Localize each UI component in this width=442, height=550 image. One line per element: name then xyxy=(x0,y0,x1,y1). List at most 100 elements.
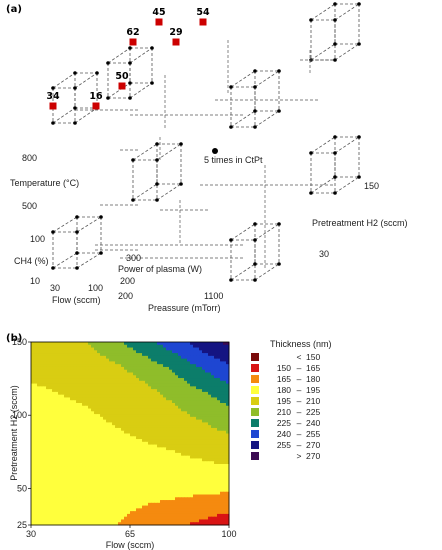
contour-cell xyxy=(46,519,50,523)
contour-cell xyxy=(106,358,110,362)
contour-cell xyxy=(136,477,140,482)
contour-cell xyxy=(31,464,35,468)
contour-cell xyxy=(106,522,110,526)
contour-cell xyxy=(196,394,200,398)
contour-cell xyxy=(52,355,56,360)
contour-cell xyxy=(139,369,143,373)
contour-cell xyxy=(205,466,209,471)
contour-cell xyxy=(190,441,194,446)
contour-cell xyxy=(58,441,62,446)
contour-cell xyxy=(205,447,209,451)
contour-cell xyxy=(199,427,203,432)
contour-cell xyxy=(31,403,35,407)
contour-cell xyxy=(226,425,230,429)
contour-cell xyxy=(133,461,137,465)
contour-cell xyxy=(55,416,59,421)
contour-cell xyxy=(97,408,101,412)
contour-cell xyxy=(145,397,149,401)
contour-cell xyxy=(94,422,98,426)
contour-cell xyxy=(157,461,161,465)
contour-cell xyxy=(136,383,140,387)
contour-cell xyxy=(163,386,167,390)
contour-cell xyxy=(70,411,74,415)
contour-cell xyxy=(172,430,176,434)
contour-cell xyxy=(31,342,35,346)
contour-cell xyxy=(145,353,149,357)
contour-cell xyxy=(202,353,206,357)
contour-cell xyxy=(157,441,161,446)
contour-cell xyxy=(217,372,221,376)
contour-cell xyxy=(184,522,188,526)
contour-cell xyxy=(214,472,218,476)
contour-cell xyxy=(34,455,38,459)
contour-cell xyxy=(208,389,212,393)
contour-cell xyxy=(121,422,125,426)
contour-cell xyxy=(40,472,44,476)
contour-cell xyxy=(223,452,227,457)
contour-cell xyxy=(37,464,41,468)
contour-cell xyxy=(178,516,182,520)
contour-cell xyxy=(187,477,191,482)
contour-cell xyxy=(112,383,116,387)
contour-cell xyxy=(112,405,116,410)
contour-cell xyxy=(142,361,146,365)
contour-cell xyxy=(148,455,152,459)
contour-cell xyxy=(73,480,77,484)
contour-cell xyxy=(34,386,38,390)
cube-edge xyxy=(254,223,280,241)
contour-cell xyxy=(94,414,98,418)
contour-cell xyxy=(94,480,98,484)
contour-cell xyxy=(91,355,95,360)
contour-cell xyxy=(85,397,89,401)
contour-cell xyxy=(100,444,104,448)
contour-cell xyxy=(88,350,92,354)
contour-cell xyxy=(145,358,149,362)
contour-cell xyxy=(208,475,212,479)
contour-cell xyxy=(166,430,170,434)
contour-cell xyxy=(43,400,47,404)
contour-cell xyxy=(169,361,173,365)
contour-cell xyxy=(91,486,95,490)
contour-cell xyxy=(163,436,167,440)
contour-cell xyxy=(31,508,35,512)
contour-cell xyxy=(100,472,104,476)
contour-cell xyxy=(55,405,59,410)
legend-range-low: 225 xyxy=(277,418,291,428)
cube-edge xyxy=(52,72,76,89)
contour-cell xyxy=(109,452,113,457)
contour-cell xyxy=(136,430,140,434)
contour-cell xyxy=(142,486,146,490)
design-point xyxy=(229,278,233,282)
contour-cell xyxy=(208,511,212,515)
contour-cell xyxy=(202,397,206,401)
contour-cell xyxy=(40,394,44,398)
contour-cell xyxy=(190,508,194,512)
contour-cell xyxy=(211,389,215,393)
contour-cell xyxy=(106,400,110,404)
contour-cell xyxy=(55,400,59,404)
contour-cell xyxy=(157,458,161,462)
contour-cell xyxy=(178,350,182,354)
contour-cell xyxy=(208,477,212,482)
contour-cell xyxy=(130,513,134,518)
contour-cell xyxy=(64,422,68,426)
contour-cell xyxy=(196,447,200,451)
contour-cell xyxy=(94,344,98,349)
contour-cell xyxy=(139,483,143,487)
contour-cell xyxy=(79,441,83,446)
contour-cell xyxy=(160,458,164,462)
contour-cell xyxy=(58,475,62,479)
contour-cell xyxy=(70,353,74,357)
contour-cell xyxy=(154,342,158,346)
contour-cell xyxy=(163,447,167,451)
contour-cell xyxy=(181,441,185,446)
contour-cell xyxy=(157,469,161,473)
contour-cell xyxy=(64,464,68,468)
contour-cell xyxy=(52,441,56,446)
contour-cell xyxy=(220,502,224,507)
contour-cell xyxy=(49,419,53,423)
contour-cell xyxy=(127,464,131,468)
contour-cell xyxy=(148,391,152,396)
contour-cell xyxy=(166,419,170,423)
contour-cell xyxy=(187,391,191,396)
